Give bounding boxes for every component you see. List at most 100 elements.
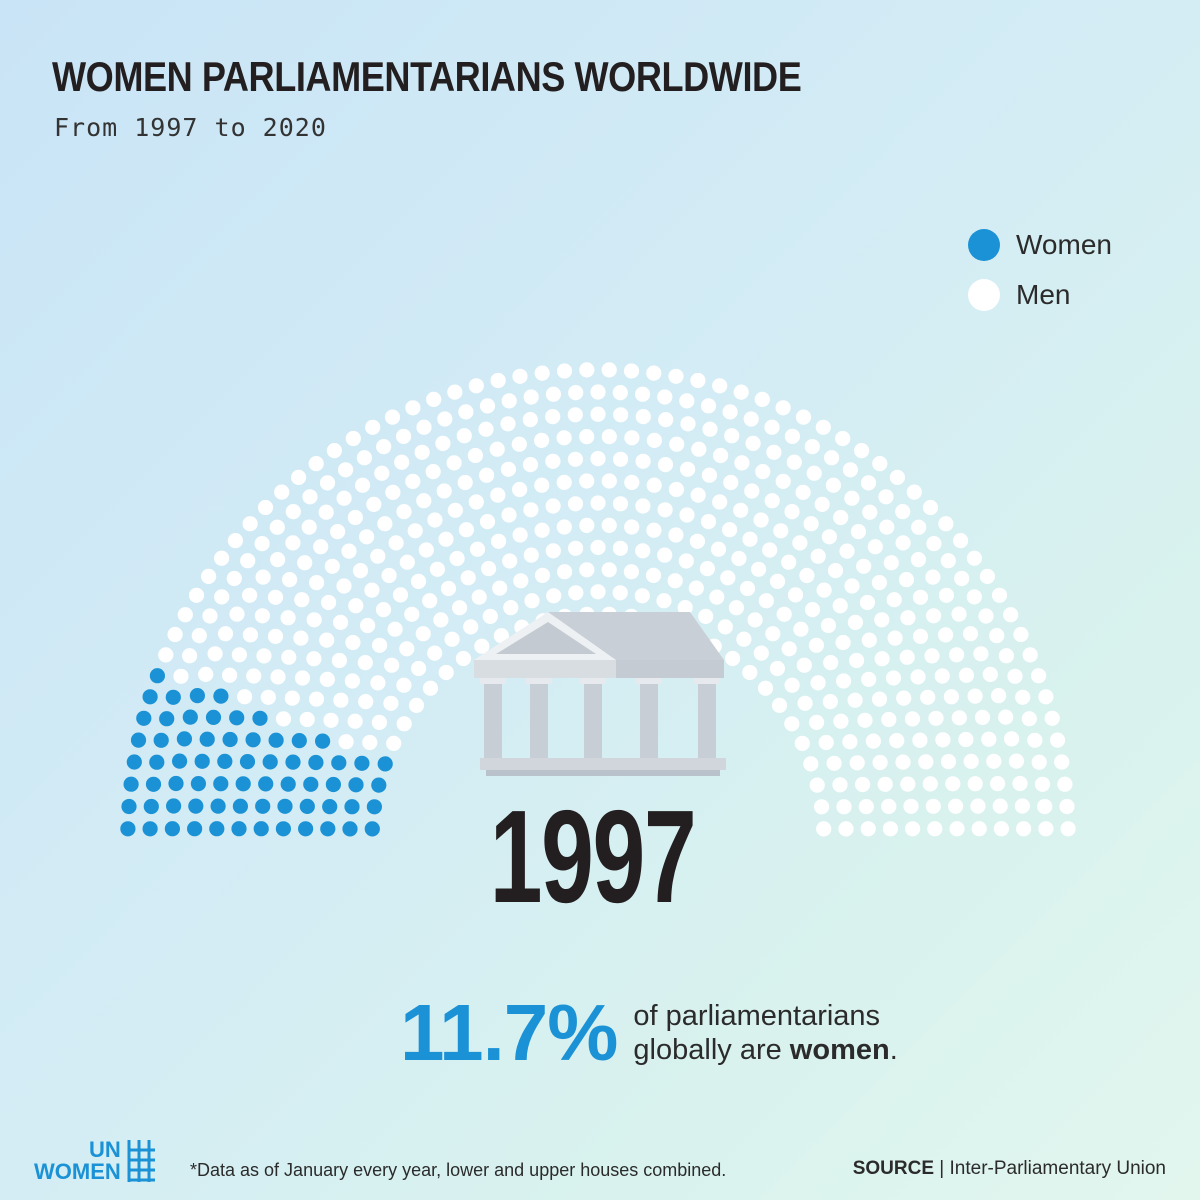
seat-dot-men [795,409,812,425]
seat-dot-men [202,608,218,624]
seat-dot-women [322,799,338,815]
seat-dot-men [808,637,825,653]
seat-dot-men [222,667,238,683]
seat-dot-men [323,712,339,728]
seat-dot-men [512,527,528,543]
seat-dot-men [489,441,505,457]
seat-dot-men [438,531,454,547]
seat-dot-men [590,495,606,511]
seat-dot-men [680,416,696,432]
seat-dot-women [280,776,296,792]
seat-dot-men [836,799,852,815]
seat-dot-men [270,552,286,568]
seat-dot-men [758,593,774,609]
seat-dot-men [874,651,890,667]
seat-dot-men [742,664,758,681]
seat-dot-men [635,409,651,425]
seat-dot-women [320,821,336,837]
seat-dot-men [925,798,941,814]
seat-dot-men [635,386,651,402]
chart-title: WOMEN PARLIAMENTARIANS WORLDWIDE [52,53,802,100]
seat-dot-men [308,456,324,472]
seat-dot-women [229,710,245,726]
seat-dot-men [360,617,376,634]
seat-dot-men [753,512,769,528]
seat-dot-women [262,754,278,770]
seat-dot-men [546,588,562,604]
seat-dot-men [579,362,595,378]
legend: Women Men [968,220,1112,320]
seat-dot-men [720,570,736,586]
seat-dot-men [427,645,443,661]
seat-dot-men [849,755,865,771]
seat-dot-men [384,409,401,425]
seat-dot-men [806,465,822,481]
seat-dot-men [326,443,342,459]
seat-dot-men [399,641,415,657]
seat-dot-men [284,690,300,706]
seat-dot-men [803,756,819,772]
seat-dot-men [1060,821,1076,837]
stat-description: of parliamentarians globally are women. [633,999,897,1067]
seat-dot-men [699,561,716,577]
seat-dot-men [883,555,899,571]
seat-dot-men [567,496,584,512]
seat-dot-men [982,666,998,683]
seat-dot-men [348,598,364,614]
seat-dot-men [359,529,375,545]
seat-dot-men [945,776,961,792]
seat-dot-men [861,632,877,648]
seat-dot-men [191,628,207,644]
seat-dot-men [452,600,468,616]
seat-dot-men [1012,775,1028,792]
seat-dot-women [348,777,364,793]
seat-dot-men [940,754,957,770]
seat-dot-men [859,594,876,611]
seat-dot-men [646,365,662,381]
seat-dot-men [862,504,878,520]
seat-dot-women [126,754,142,770]
seat-dot-women [182,709,198,725]
seat-dot-women [291,733,307,749]
seat-dot-women [130,732,147,748]
seat-dot-men [722,404,738,420]
seat-dot-men [733,502,749,518]
seat-dot-men [865,733,882,749]
seat-dot-men [784,677,800,693]
seat-dot-men [433,612,449,628]
seat-dot-men [839,543,855,559]
seat-dot-men [895,754,911,770]
seat-dot-men [297,555,313,571]
seat-dot-men [810,548,826,564]
seat-dot-men [590,539,606,556]
seat-dot-men [858,799,874,815]
seat-dot-women [205,709,222,726]
seat-dot-men [795,484,811,500]
seat-dot-women [231,821,247,837]
seat-dot-men [384,657,400,673]
seat-dot-men [844,578,860,594]
seat-dot-men [904,711,921,727]
seat-dot-men [646,522,662,538]
logo-line-2: WOMEN [34,1159,121,1184]
seat-dot-men [810,675,826,691]
seat-dot-men [854,443,870,459]
seat-dot-men [835,634,851,651]
seat-dot-men [833,713,849,729]
seat-dot-women [168,775,184,792]
seat-dot-men [214,550,230,566]
seat-dot-men [347,509,363,526]
seat-dot-men [926,536,942,552]
stat-line-2-prefix: globally are [633,1034,790,1066]
seat-dot-men [523,389,539,405]
seat-dot-women [121,798,137,815]
seat-dot-men [371,714,387,731]
seat-dot-men [787,587,804,603]
seat-dot-women [149,754,165,770]
seat-dot-men [545,498,561,514]
seat-dot-men [217,626,234,642]
seat-dot-men [898,572,915,588]
seat-dot-men [820,617,837,634]
seat-dot-men [938,627,954,643]
seat-dot-men [847,692,863,708]
